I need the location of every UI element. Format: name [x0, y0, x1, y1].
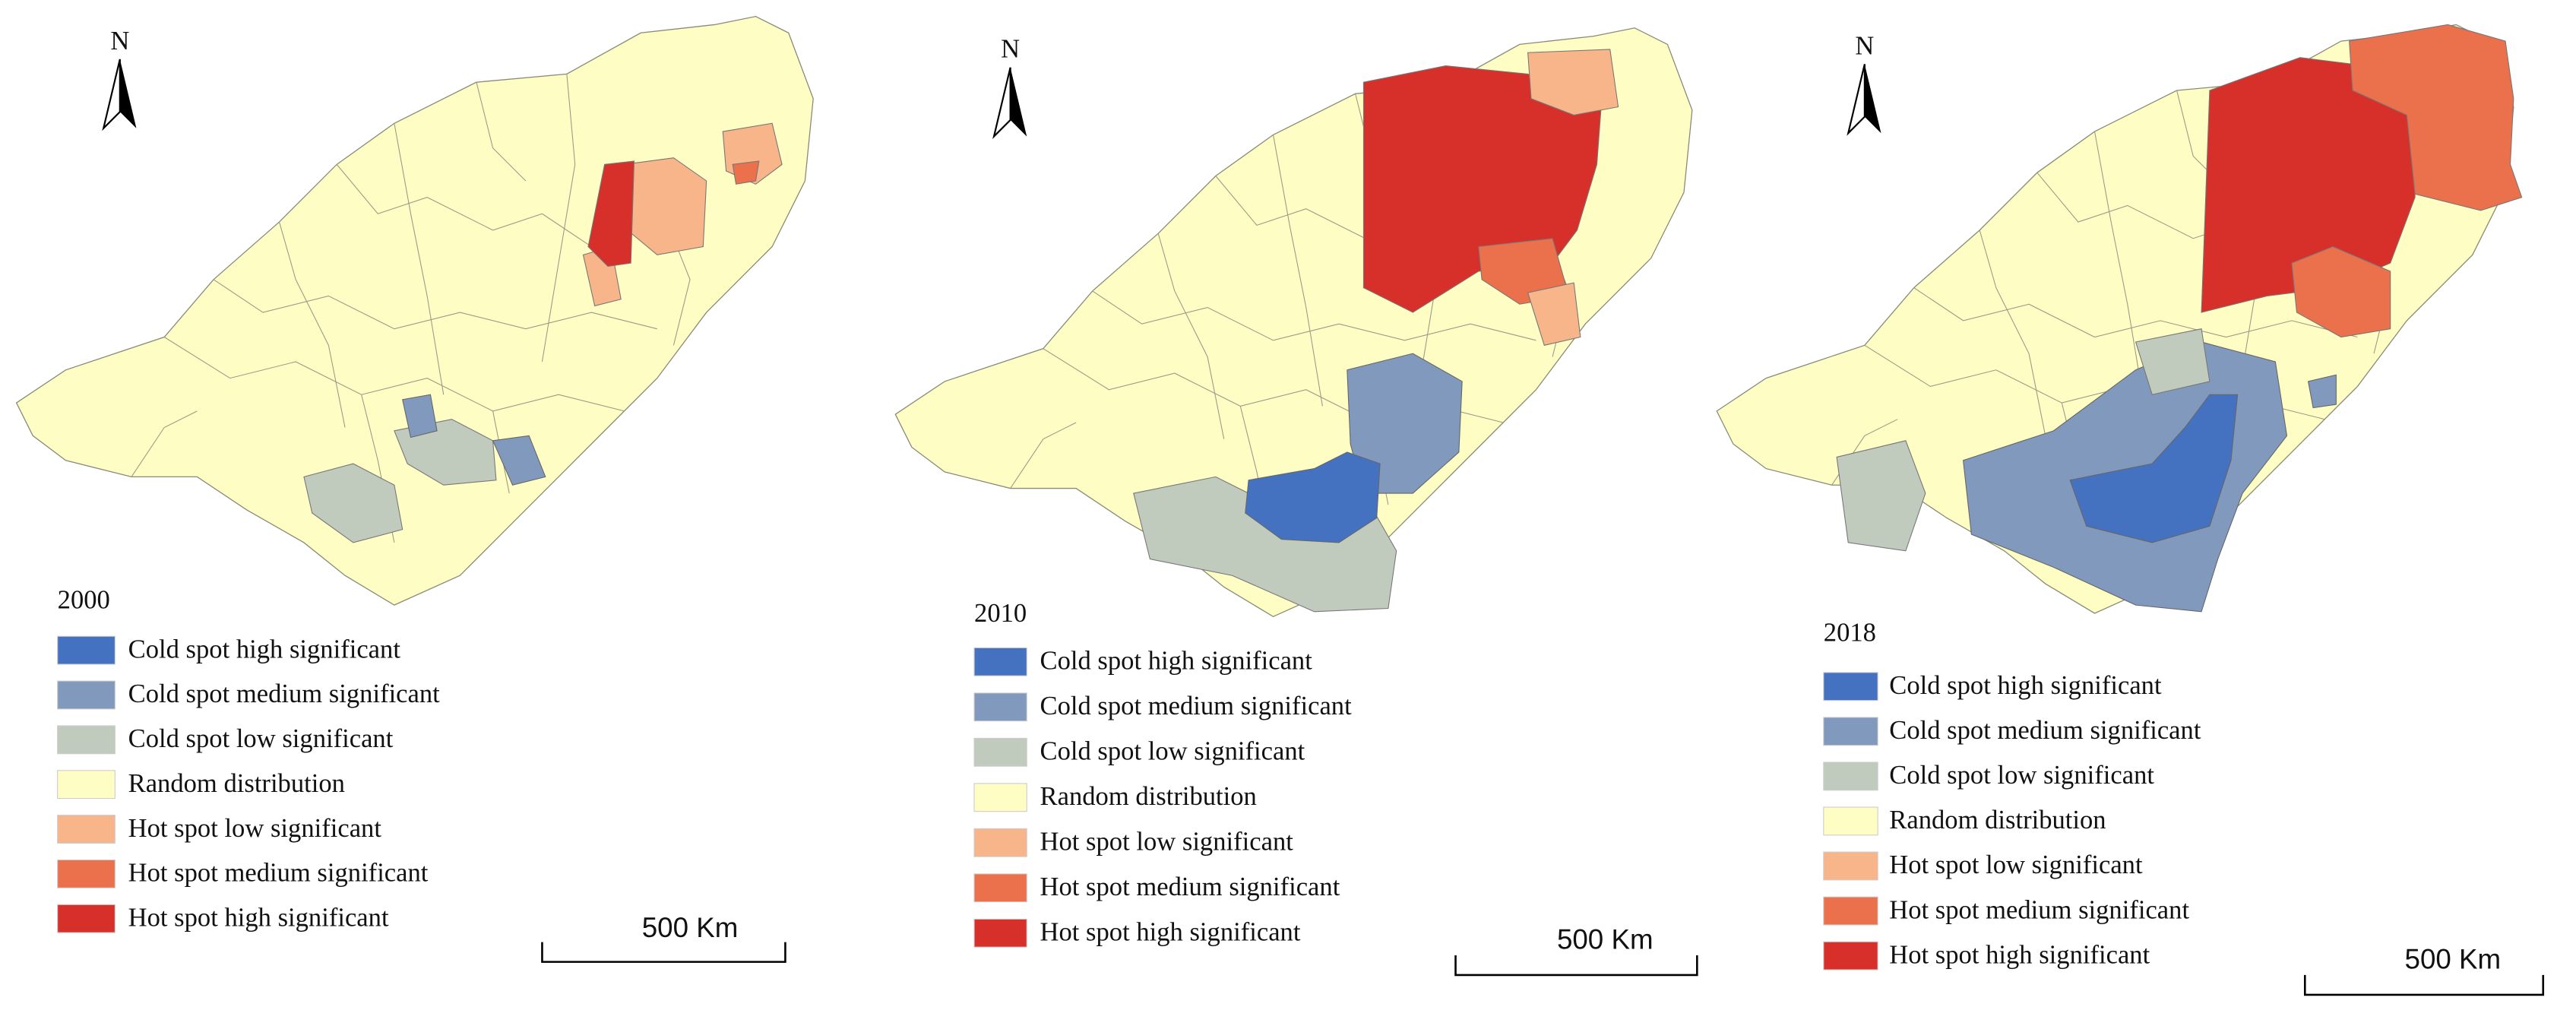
region	[303, 463, 403, 543]
legend-swatch	[57, 635, 116, 665]
legend-swatch	[57, 815, 116, 844]
north-label: N	[110, 27, 129, 55]
legend-label: Random distribution	[128, 769, 345, 798]
legend-label: Hot spot medium significant	[1040, 872, 1340, 901]
legend-label: Cold spot low significant	[128, 724, 394, 753]
region	[2349, 24, 2523, 211]
north-label: N	[1001, 35, 1020, 64]
legend-swatch	[1823, 896, 1878, 926]
legend-swatch	[57, 725, 116, 755]
legend-swatch	[973, 873, 1027, 903]
region	[2069, 394, 2239, 543]
north-arrow	[119, 59, 137, 128]
legend-swatch	[973, 783, 1027, 812]
legend-label: Hot spot high significant	[1889, 940, 2150, 969]
legend-swatch	[1823, 851, 1878, 881]
region	[2135, 328, 2210, 395]
region	[1245, 451, 1381, 543]
legend-title: 2010	[974, 599, 1027, 628]
legend-swatch	[973, 737, 1027, 767]
legend-label: Random distribution	[1889, 806, 2106, 834]
region	[2307, 374, 2337, 409]
legend-swatch	[1823, 762, 1878, 791]
legend-label: Hot spot medium significant	[128, 859, 429, 888]
north-arrow	[1010, 67, 1027, 137]
legend-label: Hot spot high significant	[128, 903, 389, 932]
legend-swatch	[57, 770, 116, 800]
north-arrow	[102, 59, 121, 131]
legend-label: Cold spot medium significant	[1889, 716, 2201, 745]
north-arrow	[1847, 64, 1866, 136]
scale-bar	[1454, 955, 1698, 977]
north-arrow	[992, 67, 1011, 140]
north-label: N	[1855, 31, 1874, 60]
legend-swatch	[973, 828, 1027, 857]
scale-label: 500 Km	[2405, 943, 2502, 974]
legend-label: Cold spot medium significant	[1040, 692, 1353, 720]
scale-label: 500 Km	[1557, 923, 1654, 955]
legend-swatch	[973, 918, 1027, 948]
legend-label: Hot spot low significant	[128, 814, 382, 843]
legend-label: Hot spot low significant	[1889, 850, 2143, 879]
region	[1347, 353, 1463, 494]
region	[732, 160, 760, 185]
map-2000	[15, 15, 815, 606]
region	[1527, 49, 1619, 116]
legend-swatch	[1823, 941, 1878, 971]
legend-label: Cold spot low significant	[1040, 737, 1305, 766]
overlay: N 2000 Cold spot high significant Cold spot…	[57, 27, 2545, 996]
scale-bar	[2303, 974, 2545, 996]
region	[587, 160, 635, 268]
legend-swatch	[973, 692, 1027, 722]
legend-label: Cold spot medium significant	[128, 679, 441, 708]
region	[394, 419, 497, 486]
legend-swatch	[57, 680, 116, 710]
region	[1527, 282, 1581, 346]
scale-bar	[541, 942, 786, 963]
legend-swatch	[57, 859, 116, 888]
legend-label: Cold spot high significant	[1040, 647, 1313, 676]
region	[492, 435, 546, 486]
hotspots-2018	[1836, 24, 2523, 613]
scale-label: 500 Km	[642, 912, 739, 943]
legend-title: 2018	[1824, 619, 1876, 648]
legend-label: Hot spot low significant	[1040, 827, 1294, 856]
region	[2291, 245, 2391, 338]
legend-swatch	[1823, 717, 1878, 746]
legend-label: Hot spot high significant	[1040, 917, 1301, 946]
legend-title: 2000	[58, 585, 110, 614]
legend-swatch	[57, 904, 116, 933]
legend-swatch	[973, 647, 1027, 676]
legend-swatch	[1823, 806, 1878, 836]
legend-label: Hot spot medium significant	[1889, 895, 2189, 924]
legend-label: Cold spot high significant	[1889, 671, 2162, 700]
region	[402, 394, 438, 439]
region	[2201, 57, 2416, 313]
region	[1836, 440, 1926, 552]
region-outline	[15, 15, 815, 606]
legend-label: Cold spot low significant	[1889, 761, 2154, 790]
legend-label: Random distribution	[1040, 782, 1257, 811]
legend-swatch	[1823, 672, 1878, 701]
hotspots-2010	[1133, 49, 1619, 613]
north-arrow	[1864, 64, 1881, 134]
legend-label: Cold spot high significant	[128, 635, 401, 663]
